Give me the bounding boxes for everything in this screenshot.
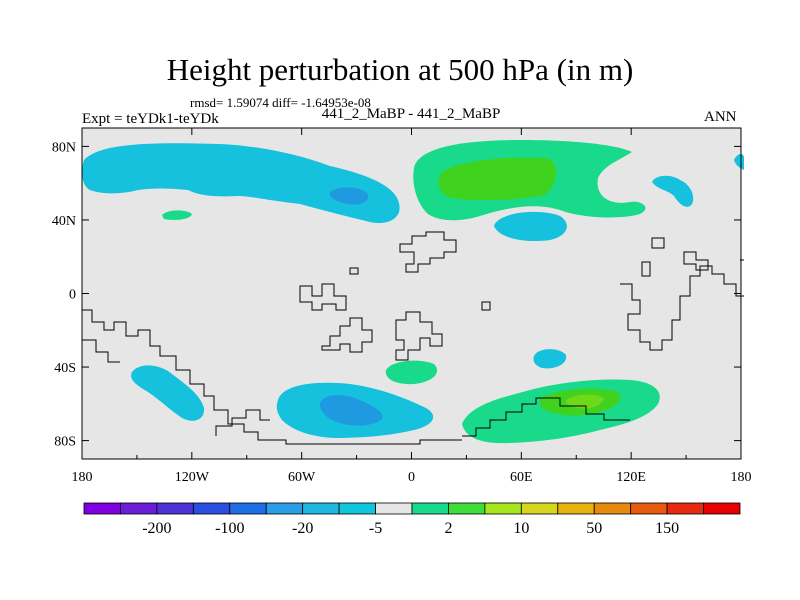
case-label: 441_2_MaBP - 441_2_MaBP: [321, 106, 501, 122]
coast-antarctic-peninsula: [215, 409, 270, 436]
colorbar-swatch: [411, 502, 449, 515]
colorbar-label: -200: [142, 520, 171, 537]
lon-tick-label: 0: [408, 470, 415, 485]
lon-tick-label: 60W: [288, 470, 316, 485]
map-panel: [81, 127, 744, 460]
colorbar-label: -20: [292, 520, 313, 537]
coast-indonesia: [683, 251, 709, 271]
lat-tick-label: 80N: [52, 140, 76, 155]
colorbar-label: 50: [586, 520, 602, 537]
colorbar-label: 10: [513, 520, 529, 537]
colorbar-swatch: [375, 502, 413, 515]
lon-tick-label: 180: [72, 470, 93, 485]
colorbar-swatch: [484, 502, 522, 515]
colorbar-label: -100: [215, 520, 244, 537]
coast-europe: [399, 231, 457, 273]
coast-southern-africa: [462, 397, 630, 437]
coast-south-america: [82, 309, 462, 445]
colorbar-swatch: [229, 502, 267, 515]
positive-anomaly-south-atlantic-east: [385, 360, 438, 385]
negative-anomaly-south-pacific: [131, 365, 205, 421]
colorbar-swatch: [520, 502, 559, 515]
lon-tick-label: 120E: [616, 470, 646, 485]
colorbar-swatch: [630, 502, 668, 515]
coast-japan: [651, 237, 665, 249]
season-label: ANN: [704, 109, 737, 125]
coast-korea: [641, 261, 651, 277]
negative-anomaly-central-asia: [494, 211, 567, 242]
colorbar: -200 -100 -20 -5 2 10 50 150: [83, 502, 741, 537]
colorbar-swatch: [156, 502, 194, 515]
colorbar-swatch: [338, 502, 376, 515]
lat-tick-label: 40N: [52, 214, 76, 229]
colorbar-label: 2: [444, 520, 452, 537]
colorbar-swatch: [83, 502, 121, 515]
positive-anomaly-small-north: [162, 210, 192, 220]
plot-title: Height perturbation at 500 hPa (in m): [166, 52, 634, 87]
lon-tick-label: 180: [731, 470, 752, 485]
coast-india: [481, 301, 491, 311]
stats-text: rmsd= 1.59074 diff= -1.64953e-08: [190, 95, 371, 110]
colorbar-swatch: [265, 502, 304, 515]
coast-africa-east: [395, 311, 443, 361]
colorbar-swatch: [448, 502, 486, 515]
longitude-axis: 180 120W 60W 0 60E 120E 180: [72, 128, 752, 485]
colorbar-swatch: [666, 502, 704, 515]
experiment-label: Expt = teYDk1-teYDk: [82, 111, 219, 127]
colorbar-swatch: [703, 502, 741, 515]
lon-tick-label: 120W: [175, 470, 210, 485]
colorbar-label: -5: [369, 520, 382, 537]
coastlines: [81, 231, 744, 445]
colorbar-label: 150: [655, 520, 679, 537]
negative-anomaly-north-atlantic-core: [329, 187, 369, 205]
colorbar-swatch: [557, 502, 595, 515]
colorbar-swatch: [120, 502, 158, 515]
lon-tick-label: 60E: [510, 470, 533, 485]
coast-central-america: [299, 283, 347, 311]
colorbar-swatch: [593, 502, 632, 515]
positive-anomaly-eurasia-core: [438, 157, 557, 201]
colorbar-swatch: [192, 502, 231, 515]
negative-anomaly-south-atlantic-core: [319, 395, 383, 426]
negative-anomaly-indian-ocean: [533, 349, 567, 369]
negative-anomaly-north-atlantic: [82, 143, 400, 224]
coast-africa-west: [321, 317, 373, 353]
latitude-axis: 80N 40N 0 40S 80S: [52, 140, 741, 450]
coast-east-asia: [620, 265, 744, 351]
negative-anomaly-north-pacific-east: [652, 175, 694, 207]
anomaly-fields: [82, 140, 744, 444]
colorbar-swatch: [302, 502, 340, 515]
coast-caribbean: [349, 267, 359, 275]
lat-tick-label: 80S: [54, 435, 76, 450]
positive-anomaly-southern-ocean-peak: [565, 394, 604, 409]
lat-tick-label: 40S: [54, 361, 76, 376]
lat-tick-label: 0: [69, 288, 76, 303]
